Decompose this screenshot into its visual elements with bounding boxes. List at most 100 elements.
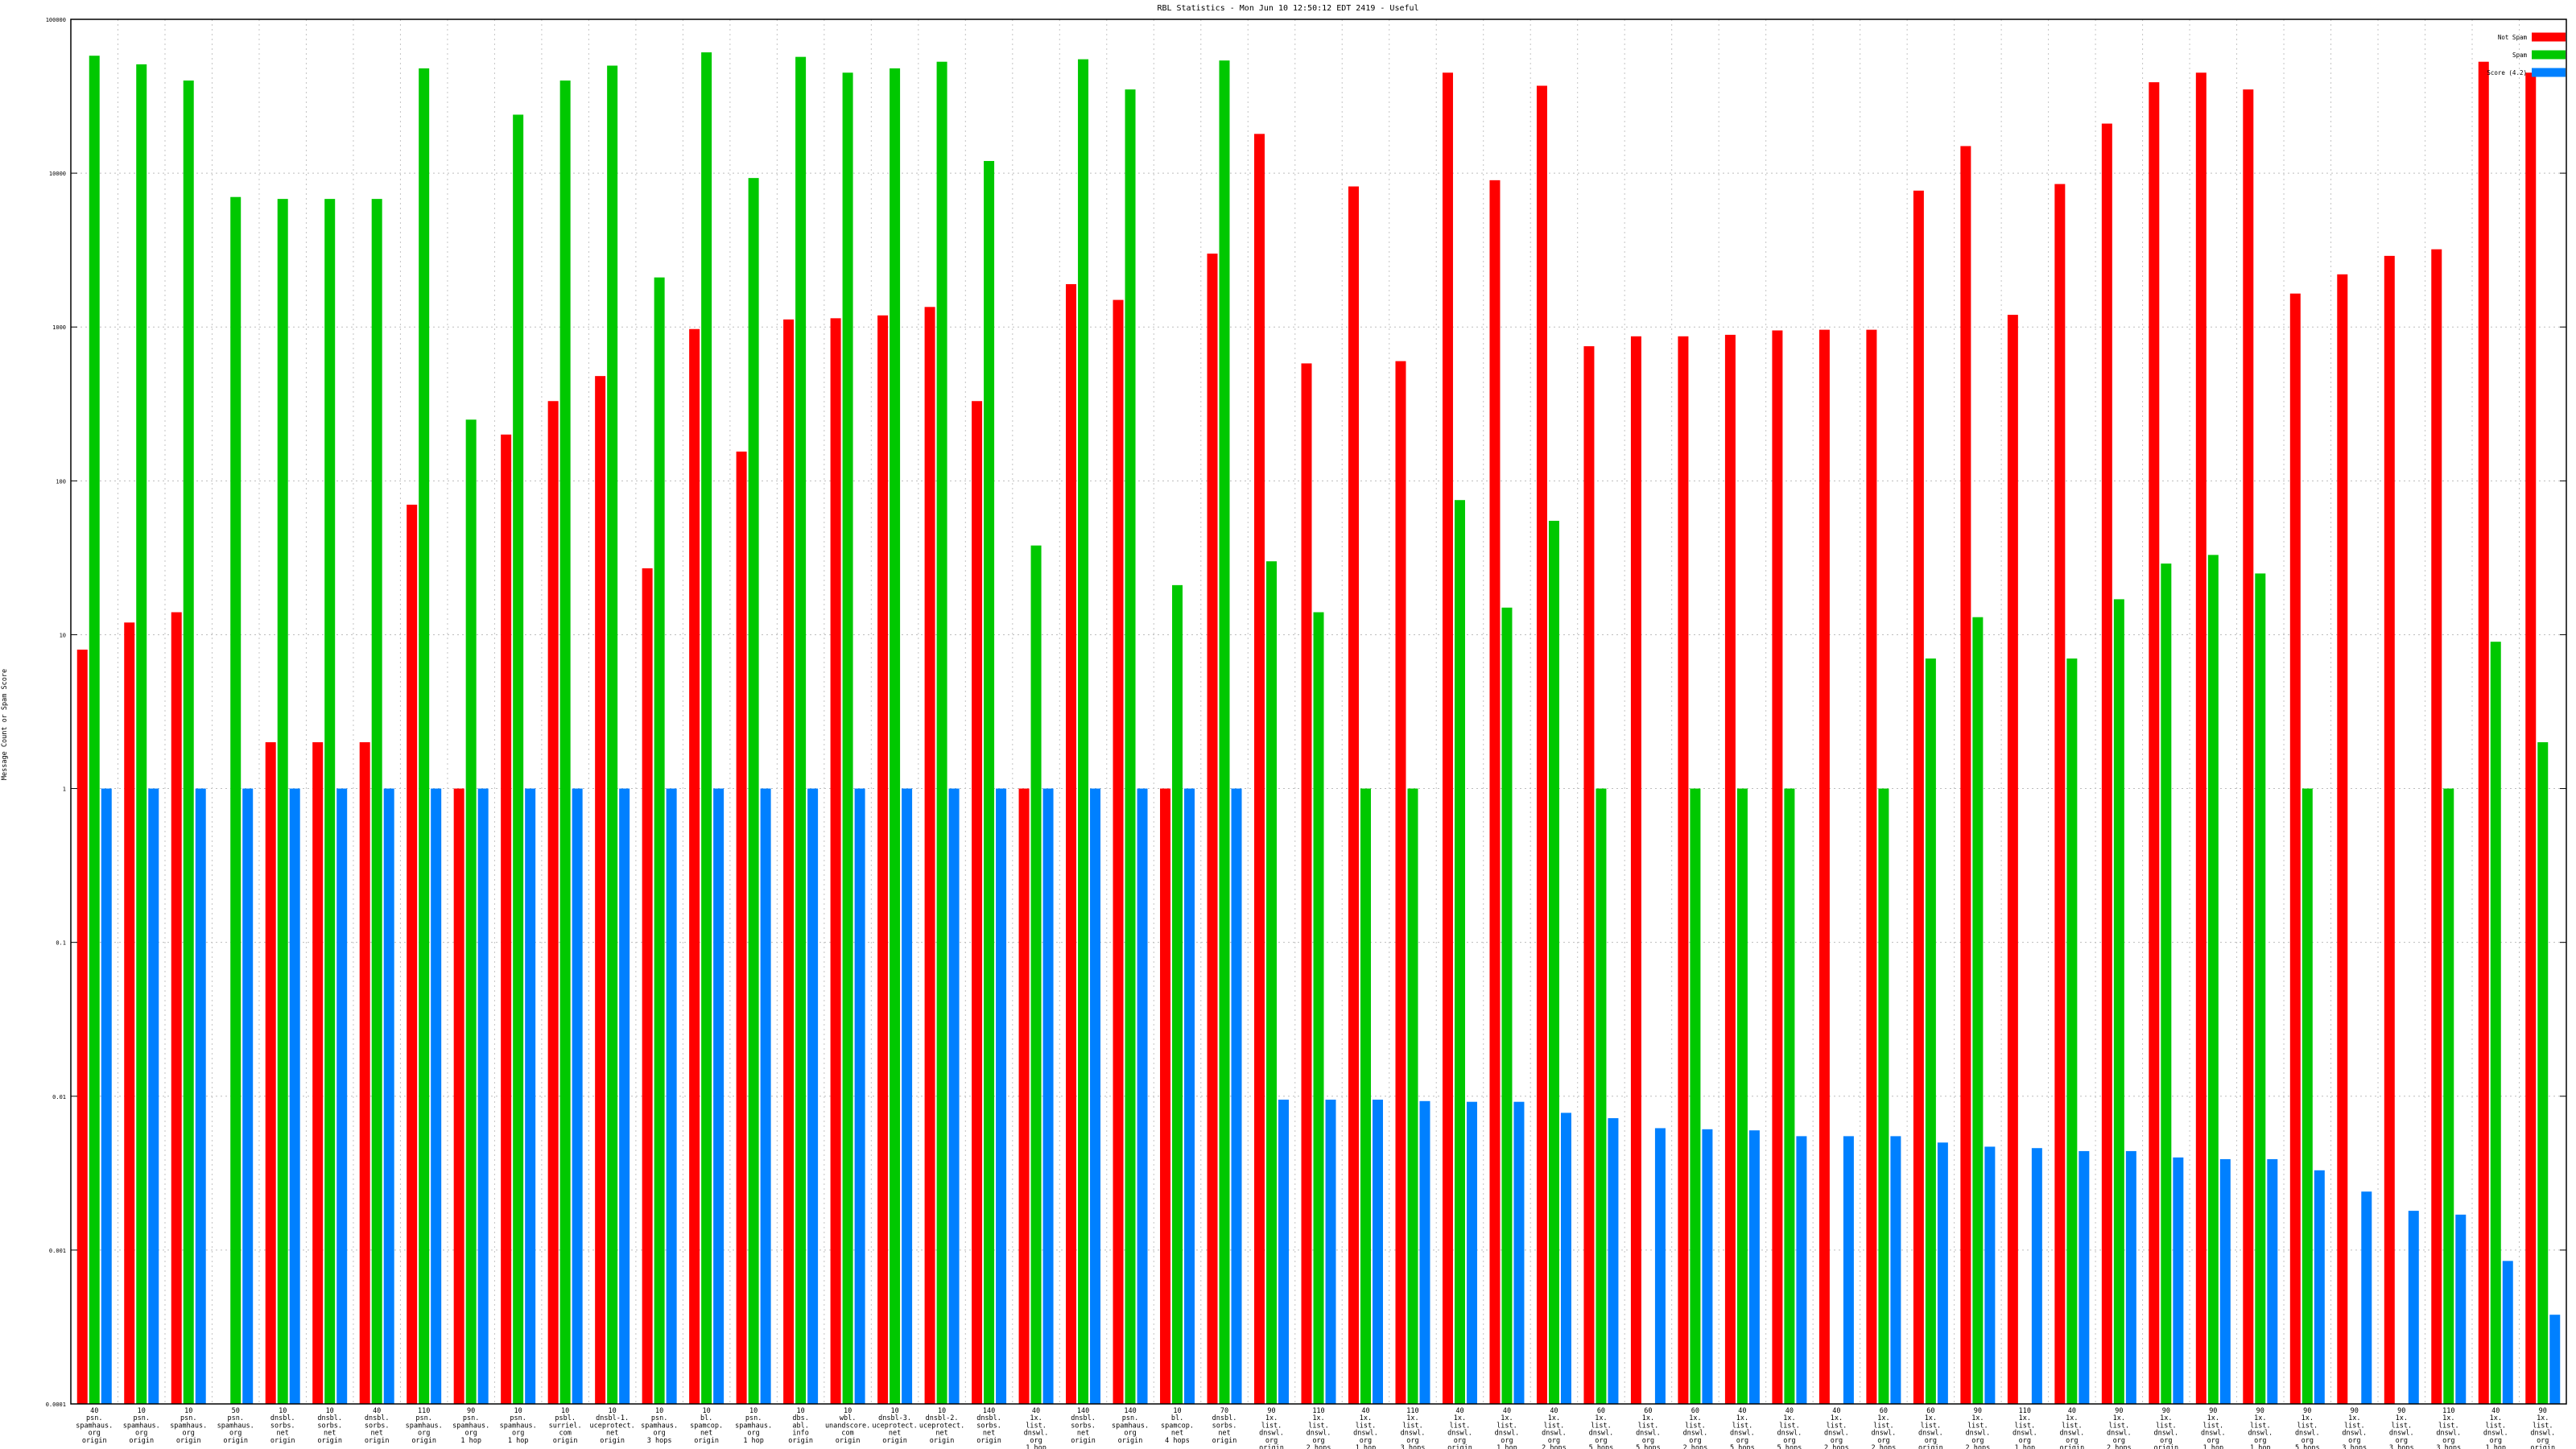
bar-spam (1548, 520, 1559, 1404)
y-tick-label: 100000 (46, 17, 66, 23)
bar-not-spam (2054, 184, 2066, 1404)
bar-spam (1501, 607, 1513, 1404)
bar-score-4-2 (148, 788, 159, 1404)
x-category-label: 60 1x. list. dnswl. org 2 hops (1872, 1407, 1897, 1449)
x-category-label: 10 dnsbl. sorbs. net origin (317, 1407, 342, 1445)
bar-not-spam (736, 451, 747, 1405)
x-category-label: 10 psn. spamhaus. org 1 hop (735, 1407, 772, 1445)
x-category-label: 140 dnsbl. sorbs. net origin (976, 1407, 1001, 1445)
bar-not-spam (1254, 134, 1265, 1405)
bar-score-4-2 (2408, 1211, 2419, 1404)
bar-score-4-2 (1466, 1101, 1477, 1404)
legend-label: Score (4.2) (2487, 69, 2527, 76)
grid-lines (70, 19, 2567, 1404)
bar-score-4-2 (1890, 1136, 1901, 1404)
bar-score-4-2 (1702, 1129, 1713, 1404)
bar-not-spam (1160, 788, 1171, 1404)
bar-score-4-2 (1937, 1142, 1948, 1404)
x-category-label: 110 1x. list. dnswl. org 3 hops (2436, 1407, 2461, 1449)
bar-not-spam (1348, 186, 1359, 1404)
bar-score-4-2 (713, 788, 724, 1404)
bar-score-4-2 (1560, 1113, 1571, 1404)
x-category-label: 90 1x. list. dnswl. org 3 hops (2389, 1407, 2414, 1449)
x-category-label: 40 psn. spamhaus. org origin (76, 1407, 113, 1445)
bar-score-4-2 (289, 788, 300, 1404)
x-category-label: 140 psn. spamhaus. org origin (1112, 1407, 1149, 1445)
bar-spam (324, 199, 336, 1405)
x-category-label: 60 1x. list. dnswl. org 2 hops (1683, 1407, 1708, 1449)
bar-not-spam (1113, 299, 1124, 1404)
bar-not-spam (1583, 346, 1595, 1405)
bar-not-spam (1960, 146, 1971, 1404)
x-category-label: 10 psn. spamhaus. org 3 hops (641, 1407, 678, 1445)
bar-spam (2301, 788, 2313, 1404)
x-category-label: 90 1x. list. dnswl. org 5 hops (2295, 1407, 2320, 1449)
x-category-label: 10 dnsbl-3. uceprotect. net origin (872, 1407, 917, 1445)
bar-spam (1125, 89, 1136, 1404)
y-tick-label: 0.01 (52, 1094, 66, 1100)
x-category-label: 110 1x. list. dnswl. org 1 hop (2013, 1407, 2037, 1449)
bar-not-spam (2101, 123, 2112, 1405)
x-category-label: 10 bl. spamcop. net origin (690, 1407, 723, 1445)
x-category-label: 110 1x. list. dnswl. org 3 hops (1401, 1407, 1426, 1449)
x-category-label: 10 dnsbl-1. uceprotect. net origin (589, 1407, 634, 1445)
bar-spam (936, 61, 947, 1404)
y-tick-label: 10 (60, 632, 66, 638)
plot-frame (70, 19, 2567, 1405)
bar-not-spam (1489, 180, 1501, 1405)
x-category-label: 50 psn. spamhaus. org origin (217, 1407, 254, 1445)
bar-score-4-2 (666, 788, 677, 1404)
x-category-label: 90 psn. spamhaus. org 1 hop (452, 1407, 489, 1445)
bar-spam (1313, 612, 1324, 1404)
bar-score-4-2 (1042, 788, 1054, 1404)
bar-spam (183, 80, 194, 1404)
bar-spam (2207, 555, 2219, 1405)
y-tick-label: 0.1 (56, 940, 66, 947)
bar-not-spam (2431, 249, 2442, 1405)
bar-score-4-2 (807, 788, 819, 1404)
bar-score-4-2 (2455, 1214, 2467, 1404)
bar-score-4-2 (2125, 1150, 2136, 1404)
bar-spam (1784, 788, 1795, 1404)
y-tick-label: 1000 (52, 324, 66, 331)
bar-score-4-2 (2079, 1150, 2090, 1404)
x-category-label: 90 1x. list. dnswl. org origin (1259, 1407, 1284, 1449)
bar-spam (1736, 788, 1748, 1404)
bar-spam (1690, 788, 1701, 1404)
x-category-label: 40 1x. list. dnswl. org 5 hops (1730, 1407, 1755, 1449)
x-category-label: 10 psn. spamhaus. org 1 hop (500, 1407, 537, 1445)
bar-score-4-2 (383, 788, 394, 1404)
x-category-label: 90 1x. list. dnswl. org origin (2153, 1407, 2178, 1449)
bar-spam (2113, 599, 2124, 1404)
bar-spam (371, 199, 382, 1405)
bar-not-spam (877, 315, 889, 1404)
bar-spam (277, 199, 288, 1405)
bar-spam (1030, 545, 1042, 1404)
x-category-label: 60 1x. list. dnswl. org 5 hops (1636, 1407, 1661, 1449)
x-category-label: 40 1x. list. dnswl. org 2 hops (1542, 1407, 1567, 1449)
legend-swatch (2532, 50, 2566, 60)
x-category-label: 10 bl. spamcop. net 4 hops (1161, 1407, 1194, 1445)
bar-not-spam (1678, 336, 1689, 1404)
bar-spam (1878, 788, 1889, 1404)
bar-spam (748, 178, 759, 1404)
x-category-label: 90 1x. list. dnswl. org 2 hops (1966, 1407, 1991, 1449)
bar-not-spam (1724, 334, 1736, 1405)
bar-not-spam (595, 376, 606, 1404)
bar-score-4-2 (1513, 1101, 1525, 1404)
bar-not-spam (2337, 274, 2348, 1404)
bar-not-spam (1395, 361, 1406, 1404)
bar-spam (2490, 642, 2501, 1404)
bar-not-spam (312, 742, 324, 1404)
x-category-label: 40 1x. list. dnswl. org origin (1447, 1407, 1472, 1449)
bar-score-4-2 (1419, 1100, 1430, 1404)
bar-spam (795, 56, 807, 1404)
bar-not-spam (171, 612, 182, 1404)
bar-score-4-2 (902, 788, 913, 1404)
bar-score-4-2 (1608, 1118, 1619, 1404)
bar-not-spam (1866, 329, 1877, 1405)
bar-spam (559, 80, 571, 1404)
bar-not-spam (924, 307, 935, 1405)
bar-score-4-2 (1984, 1146, 1996, 1404)
